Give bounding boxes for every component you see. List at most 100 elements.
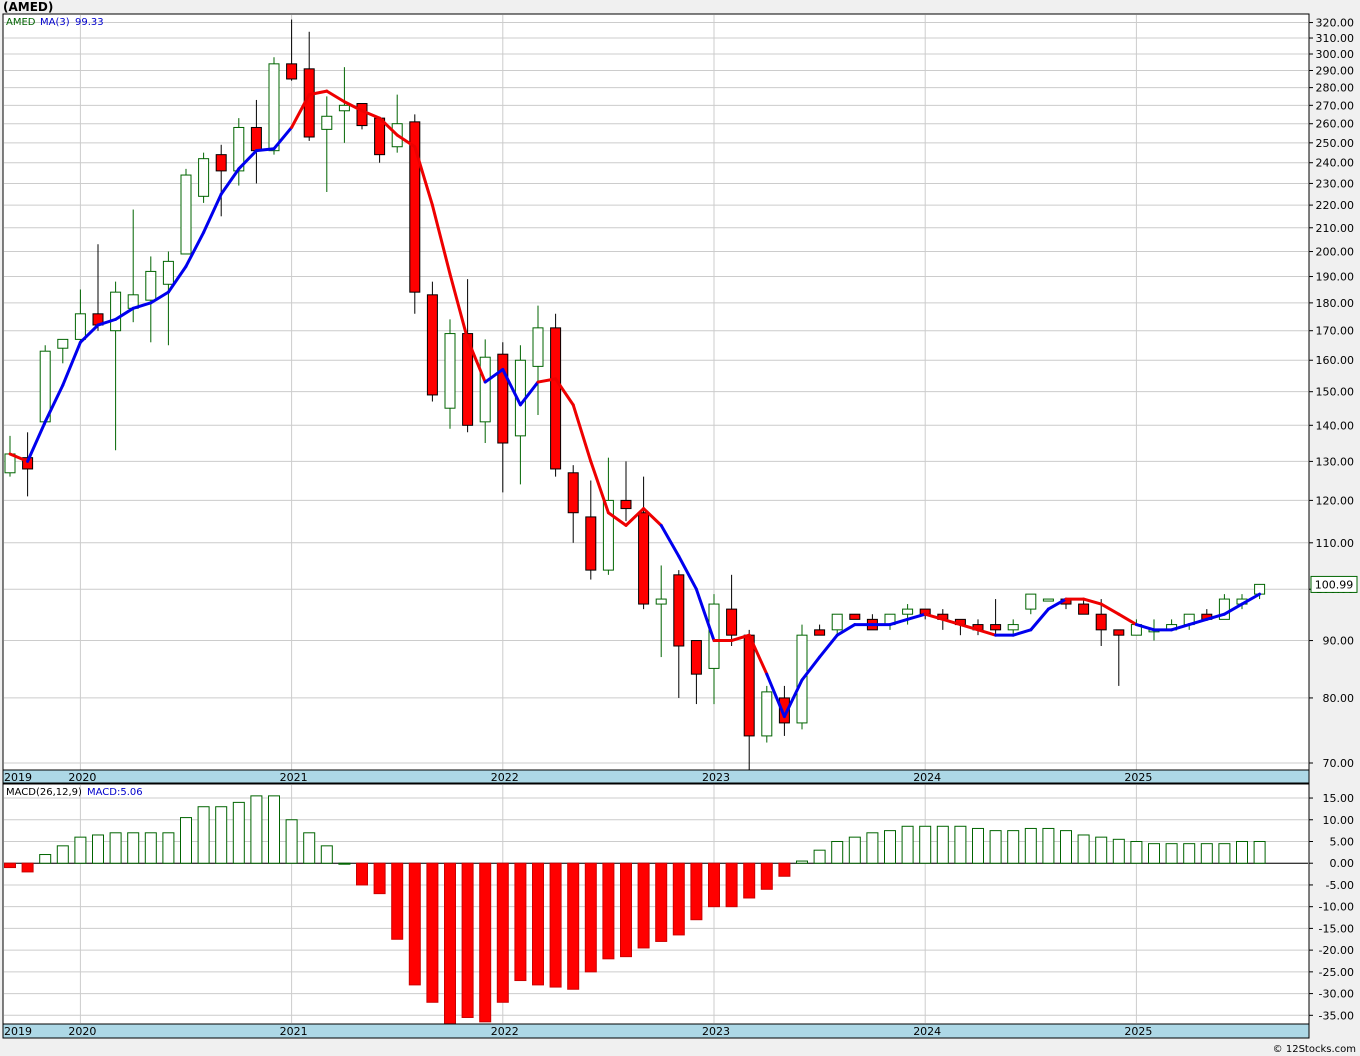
ma-segment [923, 612, 945, 621]
macd-bar-positive [92, 834, 104, 864]
candle-body-up [57, 338, 69, 349]
ma-segment [254, 147, 276, 153]
year-label: 2019 [4, 771, 32, 784]
macd-bar-positive [268, 795, 280, 864]
price-tick-label: 200.00 [1316, 246, 1355, 259]
year-label: 2024 [913, 1025, 941, 1038]
macd-time-axis: 2019 2020 2021 2022 2023 2024 2025 [2, 1023, 1310, 1039]
symbol-title: (AMED) [3, 0, 53, 14]
candle [1095, 599, 1107, 646]
ma-segment [1170, 623, 1191, 632]
ma-segment [1099, 602, 1121, 616]
ma-segment [272, 125, 294, 151]
ma-segment [941, 617, 962, 627]
candle-body-up [532, 327, 544, 367]
candle-body-down [690, 640, 702, 675]
ma-segment [536, 377, 558, 384]
price-tick-label: 90.00 [1323, 635, 1355, 648]
candle-body-down [215, 154, 227, 172]
candle [321, 96, 333, 192]
macd-bar-negative [4, 862, 16, 869]
candle [479, 339, 491, 444]
candle-body-down [409, 121, 421, 293]
ma-segment [131, 301, 153, 310]
ma-segment [782, 678, 804, 719]
candle-body-down [1078, 603, 1090, 615]
macd-bar-negative [549, 862, 562, 988]
macd-bar-negative [426, 862, 439, 1003]
macd-bar-negative [708, 862, 720, 908]
legend-ma-value: 99.33 [75, 17, 104, 28]
candle-body-down [726, 608, 738, 636]
price-tick-label: 220.00 [1316, 199, 1355, 212]
ma-segment [360, 109, 382, 120]
price-tick-label: 320.00 [1316, 17, 1355, 30]
year-label: 2021 [280, 771, 308, 784]
ma-segment [1011, 628, 1033, 637]
year-label: 2023 [702, 1025, 730, 1038]
candle-body-down [1113, 629, 1125, 636]
ma-segment [747, 633, 769, 676]
candle [162, 251, 174, 346]
macd-bar-negative [408, 862, 421, 986]
price-tick-label: 240.00 [1316, 157, 1355, 170]
macd-bar-negative [602, 862, 615, 960]
macd-bar-positive [74, 836, 87, 864]
year-labels-bottom: 2019 2020 2021 2022 2023 2024 2025 [4, 1025, 1152, 1038]
ma-segment [606, 511, 628, 527]
price-tick-label: 110.00 [1316, 537, 1355, 550]
ma-segment [1134, 623, 1156, 632]
candle-body-down [286, 63, 298, 80]
ma-segment [888, 617, 910, 627]
macd-bar-positive [831, 840, 844, 864]
price-tick-label: 160.00 [1316, 354, 1355, 367]
candle-body-down [990, 624, 1002, 631]
macd-bar-negative [743, 862, 756, 899]
ma-segment [166, 264, 188, 294]
macd-bar-positive [1183, 843, 1196, 864]
year-label: 2022 [491, 1025, 519, 1038]
candle [585, 480, 597, 580]
candle [462, 279, 474, 433]
candle [497, 342, 509, 493]
price-tick-label: 140.00 [1316, 419, 1355, 432]
macd-bar-negative [373, 862, 386, 895]
ma-segment [818, 633, 839, 659]
ma-segment [1117, 612, 1138, 627]
ma-segment [1187, 617, 1209, 627]
candle-body-up [444, 333, 456, 409]
candle [831, 613, 843, 636]
macd-bar-negative [778, 862, 791, 877]
candle-body-down [849, 613, 861, 620]
macd-bar-positive [303, 832, 316, 864]
macd-bar-positive [39, 854, 52, 864]
candle-body-down [585, 516, 597, 571]
candle-body-down [743, 634, 755, 737]
macd-tick-label: 0.00 [1330, 857, 1355, 870]
candle-body-up [198, 158, 210, 197]
legend-ma-label: MA(3) [40, 17, 70, 28]
macd-bar-negative [620, 862, 632, 958]
price-tick-label: 210.00 [1316, 222, 1355, 235]
price-tick-label: 310.00 [1316, 32, 1355, 45]
macd-bar-positive [866, 832, 879, 864]
ma-segment [325, 89, 346, 104]
macd-bar-negative [479, 862, 492, 1023]
candle [602, 457, 614, 575]
ma-segment [659, 523, 681, 558]
candle-body-up [74, 313, 86, 340]
price-tick-label: 180.00 [1316, 297, 1355, 310]
macd-bar-positive [1024, 827, 1037, 864]
candle-body-up [268, 63, 280, 152]
price-tick-label: 70.00 [1323, 757, 1355, 770]
legend-symbol: AMED [6, 17, 36, 28]
macd-tick-label: -15.00 [1319, 922, 1354, 935]
macd-bar-positive [285, 819, 298, 864]
price-panel: 70.0080.0090.00100.00110.00120.00130.001… [2, 13, 1358, 771]
candle [1113, 629, 1125, 686]
macd-bar-negative [637, 862, 650, 949]
candle-body-down [567, 472, 579, 514]
candle [74, 289, 86, 343]
macd-bar-positive [56, 845, 69, 864]
